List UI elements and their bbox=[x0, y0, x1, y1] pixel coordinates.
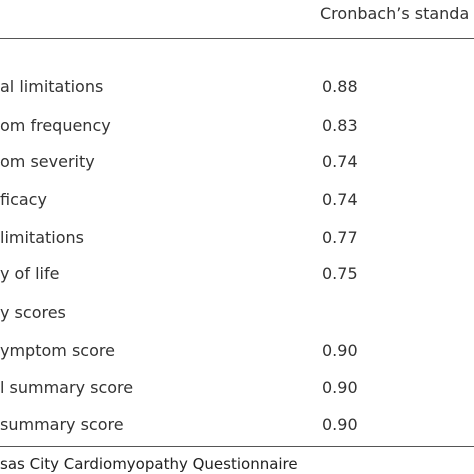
row-label: om severity bbox=[0, 152, 95, 171]
row-label: ficacy bbox=[0, 190, 47, 209]
row-label: ymptom score bbox=[0, 341, 115, 360]
row-value: 0.83 bbox=[322, 116, 358, 135]
row-value: 0.88 bbox=[322, 77, 358, 96]
row-label: summary score bbox=[0, 415, 124, 434]
row-label: om frequency bbox=[0, 116, 111, 135]
row-label: l summary score bbox=[0, 378, 134, 397]
row-value: 0.90 bbox=[322, 341, 358, 360]
row-value: 0.74 bbox=[322, 190, 358, 209]
header-cell: Cronbach’s standa bbox=[320, 4, 470, 23]
row-value: 0.74 bbox=[322, 152, 358, 171]
row-value: 0.90 bbox=[322, 378, 358, 397]
footnote: sas City Cardiomyopathy Questionnaire bbox=[0, 455, 298, 473]
row-label: y of life bbox=[0, 264, 60, 283]
row-value: 0.77 bbox=[322, 228, 358, 247]
row-label: limitations bbox=[0, 228, 84, 247]
row-value: 0.90 bbox=[322, 415, 358, 434]
row-label: y scores bbox=[0, 303, 66, 322]
row-label: al limitations bbox=[0, 77, 104, 96]
bottom-rule bbox=[0, 446, 474, 447]
header-rule bbox=[0, 38, 474, 39]
row-value: 0.75 bbox=[322, 264, 358, 283]
